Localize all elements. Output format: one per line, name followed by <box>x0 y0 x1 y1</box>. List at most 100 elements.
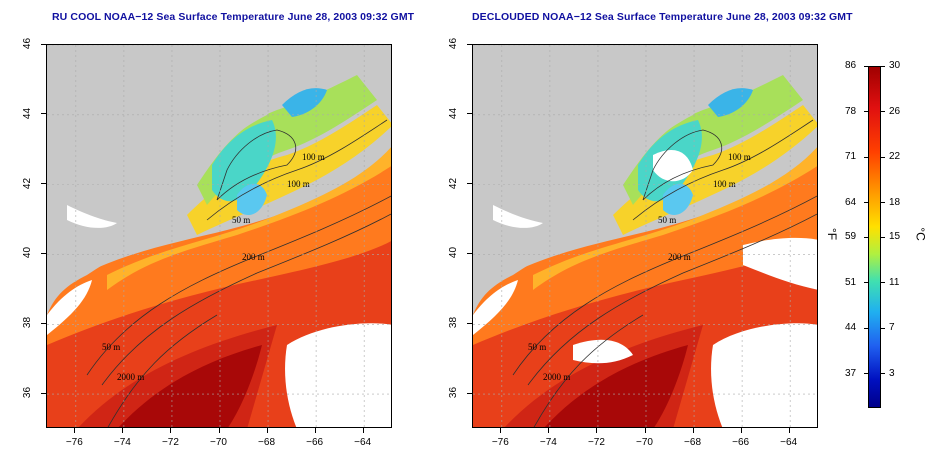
colorbar-tick <box>864 65 868 67</box>
fahrenheit-tick-label: 51 <box>845 276 857 288</box>
y-tick-mark <box>467 183 472 185</box>
left-map-temperature-field-7 <box>212 120 276 202</box>
x-tick-label: −74 <box>113 437 131 448</box>
colorbar-tick <box>864 327 868 329</box>
y-tick-mark <box>467 252 472 254</box>
colorbar-tick <box>881 282 885 284</box>
y-tick-mark <box>41 113 46 115</box>
right-map-cloud-mask-0 <box>473 280 518 335</box>
colorbar-tick <box>881 111 885 113</box>
colorbar-tick <box>881 156 885 158</box>
right-map-temperature-field-8 <box>708 88 753 117</box>
x-tick-label: −76 <box>65 437 83 448</box>
x-tick-label: −66 <box>732 437 750 448</box>
right-map-contour-label: 2000 m <box>543 372 570 382</box>
colorbar-tick <box>864 373 868 375</box>
fahrenheit-tick-label: 78 <box>845 105 857 117</box>
left-map-contour-label: 50 m <box>232 215 250 225</box>
left-map-depth-contour-0 <box>86 195 391 376</box>
left-map-contour-label: 100 m <box>302 152 325 162</box>
left-map-temperature-field-3 <box>118 345 262 427</box>
celsius-tick-label: 11 <box>889 276 900 288</box>
x-tick-mark <box>596 428 598 433</box>
y-tick-label: 42 <box>448 177 460 189</box>
colorbar-tick <box>864 202 868 204</box>
right-map-depth-contour-3 <box>642 129 723 201</box>
x-tick-mark <box>122 428 124 433</box>
colorbar-tick <box>881 202 885 204</box>
y-tick-label: 44 <box>448 107 460 119</box>
declouded-sst-map: 100 m 100 m 50 m 200 m 50 m 2000 m <box>472 44 818 428</box>
right-map-depth-contour-2 <box>632 119 814 221</box>
colorbar-tick <box>881 373 885 375</box>
left-map-contour-label: 50 m <box>102 342 120 352</box>
colorbar-tick <box>881 65 885 67</box>
left-map-temperature-field-9 <box>237 183 267 215</box>
right-map-svg: 100 m 100 m 50 m 200 m 50 m 2000 m <box>473 45 817 427</box>
x-tick-label: −64 <box>780 437 798 448</box>
left-map-svg: 100 m 100 m 50 m 200 m 50 m 2000 m <box>47 45 391 427</box>
left-map-cloud-mask-0 <box>47 280 92 335</box>
x-tick-mark <box>788 428 790 433</box>
y-tick-label: 38 <box>22 317 34 329</box>
y-tick-mark <box>467 43 472 45</box>
fahrenheit-tick-label: 64 <box>845 196 857 208</box>
x-tick-label: −70 <box>210 437 227 448</box>
right-map-contour-label: 200 m <box>668 252 691 262</box>
right-map-contour-label: 100 m <box>713 179 736 189</box>
celsius-tick-label: 15 <box>889 231 901 242</box>
celsius-tick-label: 18 <box>889 196 901 208</box>
x-tick-label: −72 <box>587 437 605 448</box>
celsius-tick-label: 7 <box>889 322 895 334</box>
right-map-contour-label: 100 m <box>728 152 751 162</box>
x-tick-mark <box>644 428 646 433</box>
celsius-unit: °C <box>913 227 928 241</box>
celsius-tick-label: 30 <box>889 60 901 71</box>
celsius-tick-label: 26 <box>889 105 901 117</box>
right-map-depth-contour-4 <box>533 314 644 427</box>
x-tick-mark <box>170 428 172 433</box>
left-map-contour-label: 100 m <box>287 179 310 189</box>
y-tick-mark <box>41 183 46 185</box>
left-map-depth-contour-4 <box>107 314 218 427</box>
celsius-tick-label: 22 <box>889 151 901 163</box>
left-map-contour-label: 200 m <box>242 252 265 262</box>
right-map-coastline-land <box>473 45 817 315</box>
left-map-depth-contour-1 <box>101 213 391 386</box>
y-tick-label: 46 <box>22 37 34 50</box>
left-map-contour-label: 2000 m <box>117 372 144 382</box>
right-map-cloud-mask-4 <box>743 237 817 290</box>
right-map-temperature-field-9 <box>663 183 693 215</box>
left-map-coastline-land <box>47 45 391 315</box>
colorbar-tick <box>881 236 885 238</box>
colorbar-tick <box>881 327 885 329</box>
y-tick-label: 42 <box>22 177 34 189</box>
right-map-cloud-mask-5 <box>573 339 633 364</box>
x-tick-label: −76 <box>491 437 509 448</box>
left-map-depth-contour-2 <box>206 119 388 221</box>
left-map-temperature-field-8 <box>282 88 327 117</box>
right-map-temperature-field-3 <box>544 345 688 427</box>
x-tick-mark <box>548 428 550 433</box>
x-tick-label: −74 <box>539 437 557 448</box>
left-map-title: RU COOL NOAA−12 Sea Surface Temperature … <box>52 11 415 23</box>
fahrenheit-tick-label: 71 <box>845 151 857 163</box>
x-tick-label: −64 <box>354 437 372 448</box>
y-tick-mark <box>467 113 472 115</box>
x-tick-mark <box>314 428 316 433</box>
x-tick-label: −66 <box>306 437 324 448</box>
x-tick-mark <box>500 428 502 433</box>
fahrenheit-tick-label: 37 <box>845 367 857 379</box>
left-map-cloud-mask-2 <box>285 323 391 427</box>
y-tick-label: 38 <box>448 317 460 329</box>
fahrenheit-tick-label: 86 <box>845 60 857 71</box>
right-map-cloud-mask-1 <box>493 205 543 228</box>
raw-sst-map: 100 m 100 m 50 m 200 m 50 m 2000 m <box>46 44 392 428</box>
right-map-contour-label: 50 m <box>658 215 676 225</box>
x-tick-label: −72 <box>161 437 179 448</box>
right-map-depth-contour-0 <box>512 195 817 376</box>
celsius-tick-label: 3 <box>889 367 895 379</box>
y-tick-label: 40 <box>448 247 460 259</box>
y-tick-label: 36 <box>448 387 460 399</box>
x-tick-mark <box>218 428 220 433</box>
